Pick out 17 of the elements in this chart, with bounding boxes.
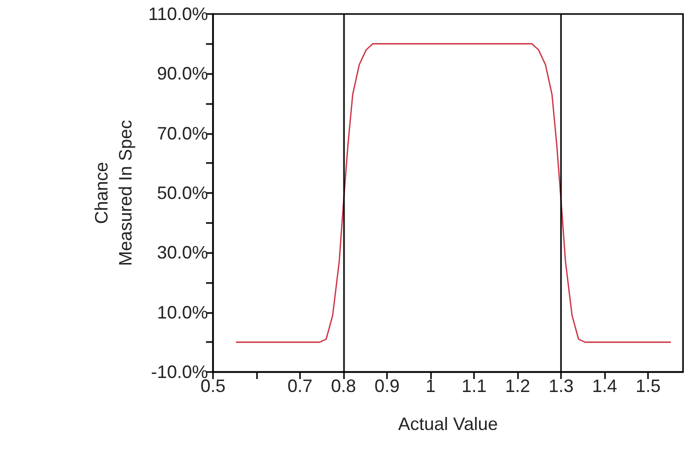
x-axis-title: Actual Value <box>398 414 498 434</box>
x-tick-label: 1.4 <box>592 376 618 396</box>
y-tick-label: 30.0% <box>156 242 208 263</box>
y-tick-label: 70.0% <box>156 123 208 144</box>
x-tick-label: 1.1 <box>462 376 487 396</box>
x-tick-label: 1.2 <box>505 376 530 396</box>
x-tick-label: 0.7 <box>288 376 313 396</box>
x-tick-label: 0.9 <box>374 376 400 396</box>
y-tick-label: 10.0% <box>156 302 208 322</box>
x-tick-label: 1 <box>426 376 436 396</box>
x-tick-label: 1.3 <box>548 376 574 396</box>
y-axis-title: Chance Measured In Spec <box>91 120 136 266</box>
y-tick-label: 110.0% <box>148 4 208 24</box>
x-tick-label: 0.8 <box>331 376 356 396</box>
y-tick-label: 50.0% <box>156 183 208 203</box>
y-tick-label: 90.0% <box>156 64 208 84</box>
x-tick-label: 1.5 <box>636 376 661 396</box>
